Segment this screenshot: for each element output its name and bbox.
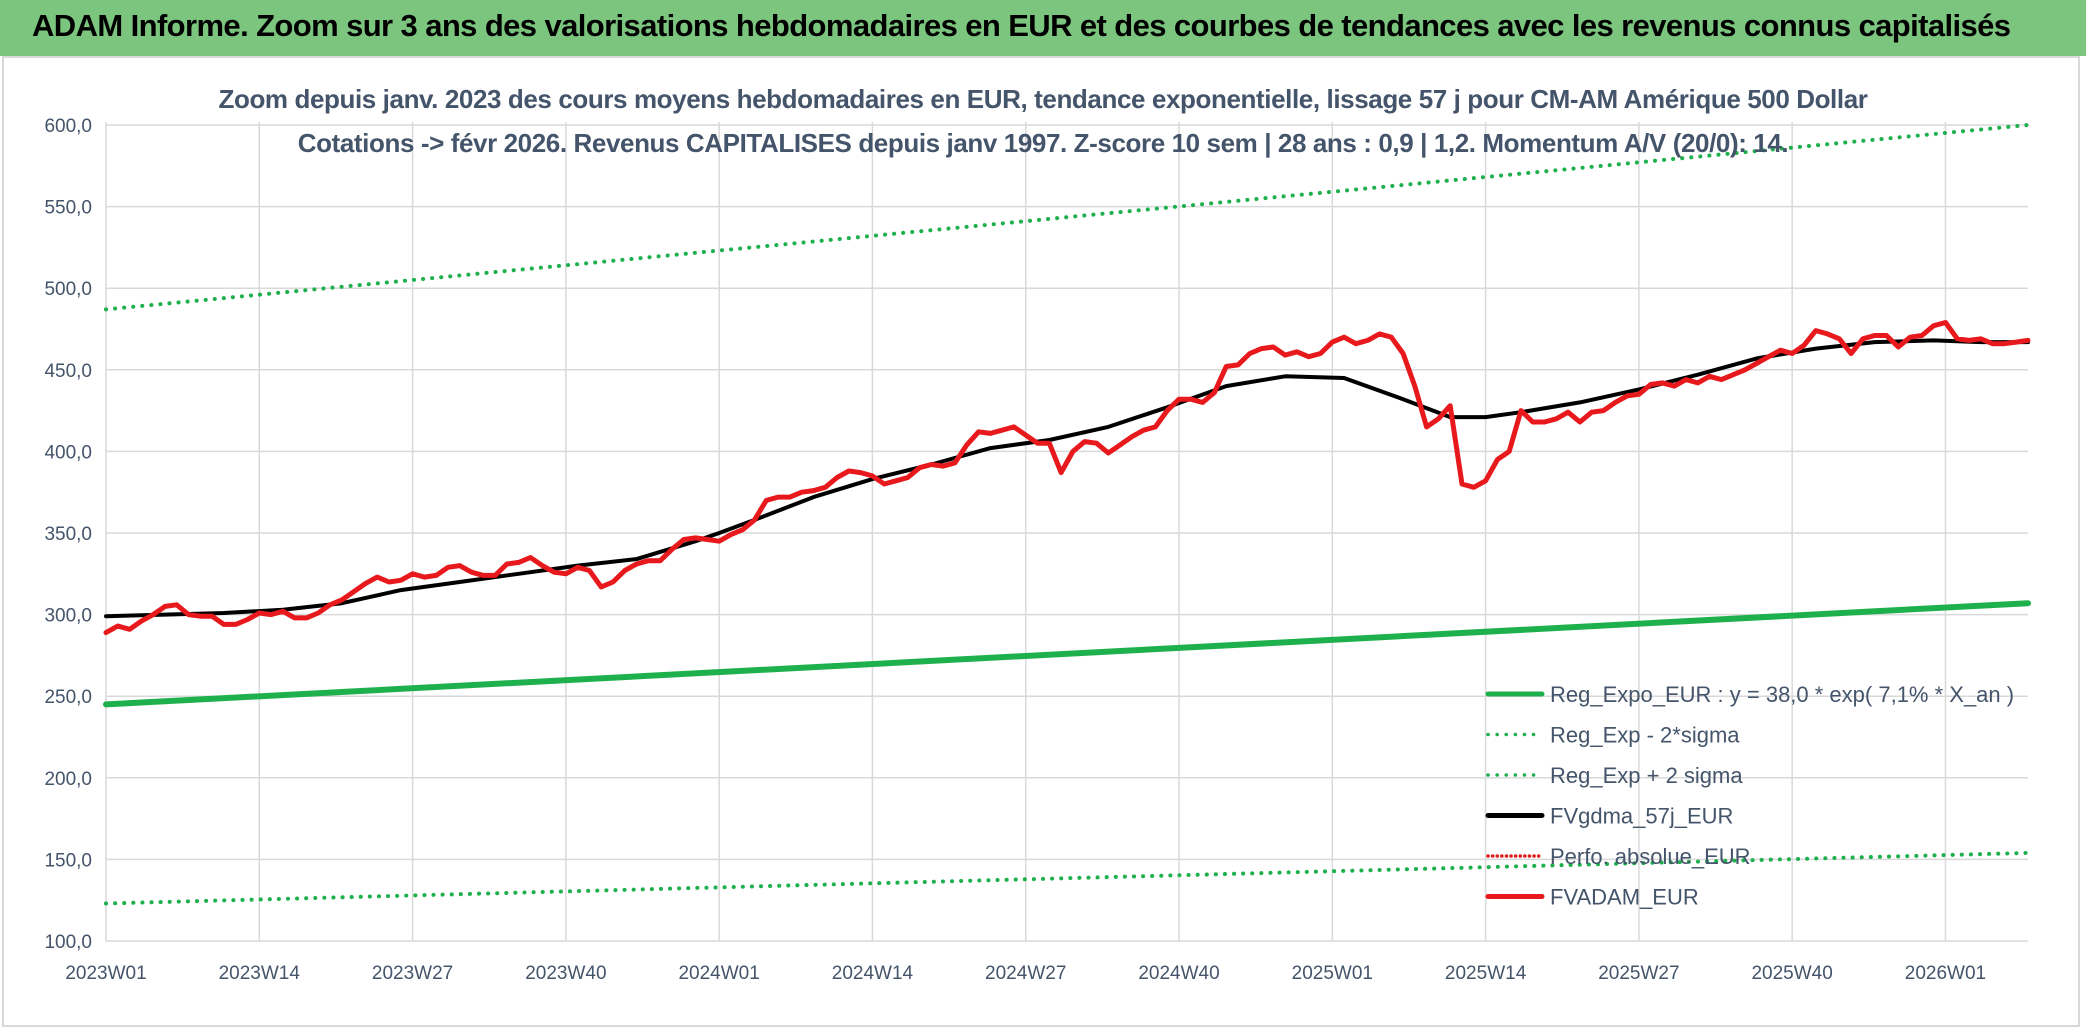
y-tick-label: 550,0 — [44, 198, 92, 219]
series-line — [104, 850, 2030, 906]
x-tick-label: 2023W27 — [372, 963, 453, 984]
x-tick-label: 2024W40 — [1138, 963, 1219, 984]
y-tick-label: 600,0 — [44, 116, 92, 137]
y-tick-label: 350,0 — [44, 524, 92, 545]
y-axis-ticks: 100,0 150,0 200,0 250,0 300,0 350,0 400,0 450,0… — [44, 116, 92, 953]
legend-label: Reg_Exp - 2*sigma — [1550, 723, 1740, 748]
y-tick-label: 450,0 — [44, 361, 92, 382]
x-tick-label: 2025W27 — [1598, 963, 1679, 984]
x-tick-label: 2023W14 — [219, 963, 301, 984]
x-tick-label: 2026W01 — [1905, 963, 1986, 984]
y-tick-label: 400,0 — [44, 442, 92, 463]
chart-title-line-2: Cotations -> févr 2026. Revenus CAPITALI… — [297, 128, 1789, 158]
series-line — [103, 320, 2031, 636]
legend-label: Reg_Exp + 2 sigma — [1550, 763, 1743, 788]
chart-frame — [2, 56, 2080, 1027]
y-tick-label: 100,0 — [44, 932, 92, 953]
series-line — [104, 338, 2030, 619]
y-tick-label: 150,0 — [44, 850, 92, 871]
y-tick-label: 500,0 — [44, 279, 92, 300]
x-axis-ticks: 2023W01 2023W14 2023W27 2023W40 2024W01 2024W… — [65, 963, 1986, 984]
legend-label: FVgdma_57j_EUR — [1550, 804, 1733, 829]
chart-title-line-1: Zoom depuis janv. 2023 des cours moyens … — [218, 84, 1868, 114]
series-line — [103, 600, 2031, 708]
x-tick-label: 2023W01 — [65, 963, 146, 984]
chart-series — [103, 123, 2031, 906]
report-banner: ADAM Informe. Zoom sur 3 ans des valoris… — [0, 0, 2086, 56]
y-tick-label: 300,0 — [44, 606, 92, 627]
chart-grid — [105, 122, 2028, 942]
y-tick-label: 200,0 — [44, 769, 92, 790]
report-title: ADAM Informe. Zoom sur 3 ans des valoris… — [32, 8, 2011, 43]
legend-label: FVADAM_EUR — [1550, 885, 1699, 910]
y-tick-label: 250,0 — [44, 687, 92, 708]
x-tick-label: 2024W14 — [832, 963, 914, 984]
series-line — [104, 123, 2030, 312]
x-tick-label: 2023W40 — [525, 963, 606, 984]
x-tick-label: 2024W27 — [985, 963, 1066, 984]
chart-legend: Reg_Expo_EUR : y = 38,0 * exp( 7,1% * X_… — [1485, 682, 2014, 910]
x-tick-label: 2024W01 — [678, 963, 759, 984]
legend-label: Reg_Expo_EUR : y = 38,0 * exp( 7,1% * X_… — [1550, 682, 2014, 707]
x-tick-label: 2025W14 — [1445, 963, 1527, 984]
legend-label: Perfo. absolue_EUR — [1550, 844, 1751, 869]
x-tick-label: 2025W01 — [1292, 963, 1373, 984]
x-tick-label: 2025W40 — [1751, 963, 1832, 984]
